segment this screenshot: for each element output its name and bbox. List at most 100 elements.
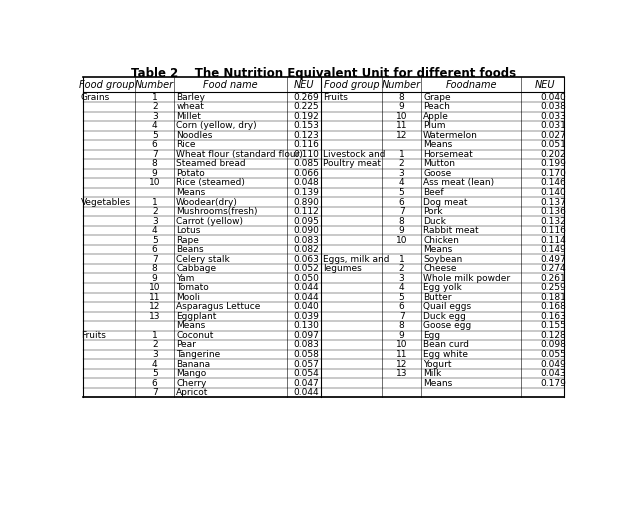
Text: Means: Means	[176, 321, 206, 330]
Text: Carrot (yellow): Carrot (yellow)	[176, 217, 243, 226]
Text: Plum: Plum	[423, 121, 445, 130]
Text: Egg white: Egg white	[423, 350, 468, 359]
Text: Number: Number	[382, 80, 422, 90]
Text: Dog meat: Dog meat	[423, 197, 468, 207]
Text: Yam: Yam	[176, 274, 194, 283]
Text: Fruits: Fruits	[81, 331, 106, 340]
Text: 12: 12	[396, 131, 408, 140]
Text: 0.149: 0.149	[540, 245, 566, 254]
Text: 0.054: 0.054	[293, 369, 319, 378]
Text: 2: 2	[399, 160, 404, 169]
Text: Rabbit meat: Rabbit meat	[423, 226, 479, 235]
Text: 0.047: 0.047	[293, 379, 319, 387]
Text: Livestock and: Livestock and	[323, 150, 386, 159]
Text: 11: 11	[396, 121, 408, 130]
Text: 2: 2	[152, 207, 158, 216]
Text: 0.261: 0.261	[540, 274, 566, 283]
Text: Millet: Millet	[176, 112, 201, 121]
Text: Goose: Goose	[423, 169, 451, 178]
Text: 9: 9	[152, 169, 158, 178]
Text: 0.055: 0.055	[540, 350, 566, 359]
Text: Means: Means	[423, 245, 452, 254]
Text: 3: 3	[399, 169, 404, 178]
Text: 6: 6	[399, 197, 404, 207]
Text: 0.116: 0.116	[540, 226, 566, 235]
Text: 0.153: 0.153	[293, 121, 319, 130]
Text: 0.137: 0.137	[540, 197, 566, 207]
Text: 0.038: 0.038	[540, 103, 566, 111]
Text: 0.136: 0.136	[540, 207, 566, 216]
Text: 0.090: 0.090	[293, 226, 319, 235]
Text: 0.083: 0.083	[293, 340, 319, 349]
Text: Rice: Rice	[176, 140, 196, 149]
Text: 0.049: 0.049	[540, 360, 566, 369]
Text: Wheat flour (standard flour): Wheat flour (standard flour)	[176, 150, 303, 159]
Text: 5: 5	[152, 131, 158, 140]
Text: 0.890: 0.890	[293, 197, 319, 207]
Text: 9: 9	[399, 226, 404, 235]
Text: NEU: NEU	[293, 80, 314, 90]
Text: 13: 13	[149, 312, 160, 321]
Text: 0.112: 0.112	[293, 207, 319, 216]
Text: Watermelon: Watermelon	[423, 131, 478, 140]
Text: 1: 1	[399, 255, 404, 264]
Text: 0.179: 0.179	[540, 379, 566, 387]
Text: 0.155: 0.155	[540, 321, 566, 330]
Text: 0.043: 0.043	[540, 369, 566, 378]
Text: 0.051: 0.051	[540, 140, 566, 149]
Text: 5: 5	[399, 293, 404, 302]
Text: Apple: Apple	[423, 112, 449, 121]
Text: 8: 8	[399, 93, 404, 102]
Text: 0.140: 0.140	[540, 188, 566, 197]
Text: Food group: Food group	[324, 80, 379, 90]
Text: 3: 3	[152, 350, 158, 359]
Text: 4: 4	[152, 226, 158, 235]
Text: 0.063: 0.063	[293, 255, 319, 264]
Text: Horsemeat: Horsemeat	[423, 150, 473, 159]
Text: 4: 4	[399, 283, 404, 292]
Text: 0.050: 0.050	[293, 274, 319, 283]
Text: Cheese: Cheese	[423, 264, 457, 273]
Text: 2: 2	[152, 103, 158, 111]
Text: 4: 4	[399, 178, 404, 187]
Text: NEU: NEU	[534, 80, 555, 90]
Text: Apricot: Apricot	[176, 388, 209, 397]
Text: 13: 13	[396, 369, 408, 378]
Text: 10: 10	[149, 283, 160, 292]
Text: 5: 5	[399, 188, 404, 197]
Text: 0.192: 0.192	[293, 112, 319, 121]
Text: 0.048: 0.048	[293, 178, 319, 187]
Text: 7: 7	[152, 388, 158, 397]
Text: 0.083: 0.083	[293, 236, 319, 244]
Text: Food group: Food group	[79, 80, 135, 90]
Text: Barley: Barley	[176, 93, 205, 102]
Text: 10: 10	[396, 340, 408, 349]
Text: legumes: legumes	[323, 264, 362, 273]
Text: Mutton: Mutton	[423, 160, 455, 169]
Text: Food name: Food name	[203, 80, 258, 90]
Text: Steamed bread: Steamed bread	[176, 160, 246, 169]
Text: 0.139: 0.139	[293, 188, 319, 197]
Text: Means: Means	[423, 140, 452, 149]
Text: 0.163: 0.163	[540, 312, 566, 321]
Text: Milk: Milk	[423, 369, 442, 378]
Text: Rice (steamed): Rice (steamed)	[176, 178, 245, 187]
Text: Eggs, milk and: Eggs, milk and	[323, 255, 389, 264]
Text: Butter: Butter	[423, 293, 452, 302]
Text: 0.058: 0.058	[293, 350, 319, 359]
Text: 0.168: 0.168	[540, 302, 566, 312]
Text: 0.082: 0.082	[293, 245, 319, 254]
Text: 0.274: 0.274	[540, 264, 566, 273]
Text: 6: 6	[152, 379, 158, 387]
Text: 8: 8	[399, 321, 404, 330]
Text: 0.052: 0.052	[293, 264, 319, 273]
Text: 7: 7	[152, 150, 158, 159]
Text: Cabbage: Cabbage	[176, 264, 216, 273]
Text: Yogurt: Yogurt	[423, 360, 452, 369]
Text: 12: 12	[396, 360, 408, 369]
Text: 0.044: 0.044	[293, 283, 319, 292]
Text: 5: 5	[152, 236, 158, 244]
Text: Soybean: Soybean	[423, 255, 463, 264]
Text: 0.085: 0.085	[293, 160, 319, 169]
Text: Means: Means	[176, 188, 206, 197]
